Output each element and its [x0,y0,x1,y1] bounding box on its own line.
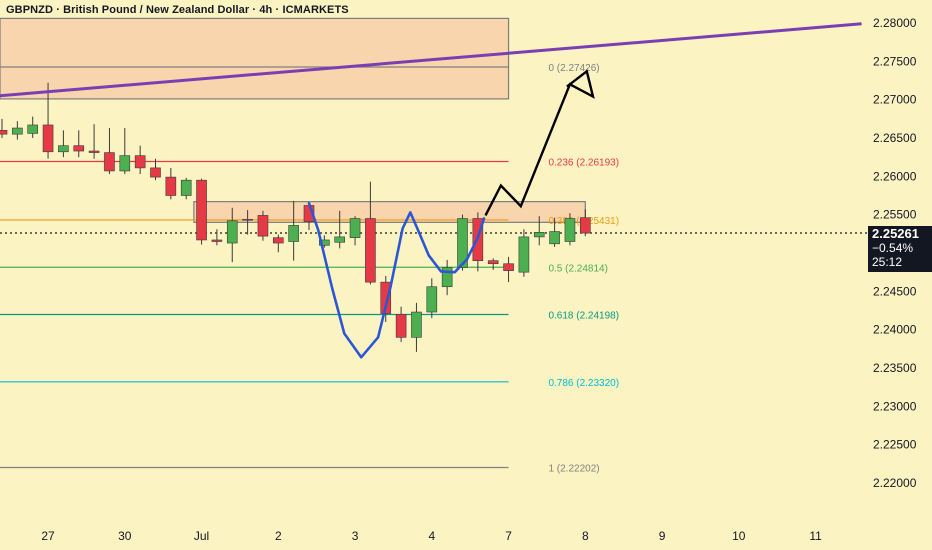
x-axis-tick-label: 4 [428,529,435,543]
price-change-percent: −0.54% [872,241,914,255]
candle-down[interactable] [42,124,54,153]
candle-down[interactable] [503,263,514,271]
candle-up[interactable] [349,218,361,238]
x-axis-tick-label: 10 [732,529,746,543]
candle-up[interactable] [549,231,560,245]
candle-up[interactable] [426,286,438,313]
y-axis-tick-label: 2.26500 [873,131,917,145]
candle-down[interactable] [211,239,223,242]
fib-label-0.618: 0.618 (2.24198) [548,310,619,321]
fib-label-0.786: 0.786 (2.23320) [548,378,619,389]
candle-up[interactable] [180,179,192,196]
candle-up[interactable] [457,218,468,268]
candle-up[interactable] [564,218,576,242]
candle-down[interactable] [579,217,591,234]
x-axis-tick-label: 3 [352,529,359,543]
current-price-value: 2.25261 [872,226,919,241]
fib-label-0.5: 0.5 (2.24814) [548,263,608,274]
candle-up[interactable] [12,127,23,135]
x-axis-tick-label: Jul [194,529,209,543]
candle-up[interactable] [533,232,545,238]
candle-down[interactable] [73,145,85,152]
candle-up[interactable] [334,236,346,243]
bar-countdown: 25:12 [872,255,903,269]
cup-and-handle-curve[interactable] [307,201,486,359]
y-axis-tick-label: 2.23000 [873,399,917,413]
chart-title: GBPNZD · British Pound / New Zealand Dol… [6,4,349,16]
candle-down[interactable] [257,215,269,237]
x-axis-tick-label: 11 [809,529,822,543]
x-axis-tick-label: 27 [41,529,55,543]
current-price-label: 2.25261 −0.54% 25:12 [868,226,932,272]
candle-down[interactable] [365,218,376,283]
candle-up[interactable] [226,220,238,244]
y-axis-tick-label: 2.26000 [873,169,917,183]
candle-down[interactable] [165,176,177,196]
fib-label-0.236: 0.236 (2.26193) [548,158,619,169]
fib-label-1: 1 (2.22202) [548,464,599,475]
candle-down[interactable] [395,314,407,338]
candle-up[interactable] [411,311,422,338]
y-axis-tick-label: 2.24500 [873,284,917,298]
upper-supply-zone[interactable] [0,17,510,100]
y-axis-tick-label: 2.23500 [873,361,917,375]
candle-down[interactable] [150,167,161,178]
x-axis-tick-label: 9 [659,529,666,543]
candle-down[interactable] [242,218,253,221]
y-axis-tick-label: 2.24000 [873,323,917,337]
y-axis-tick-label: 2.25500 [873,208,917,222]
candle-up[interactable] [441,267,453,288]
y-axis-tick-label: 2.27500 [873,54,917,68]
candle-down[interactable] [487,260,499,265]
candle-up[interactable] [288,225,299,242]
y-axis-tick-label: 2.27000 [873,93,917,107]
x-axis-tick-label: 2 [275,529,282,543]
candle-down[interactable] [134,155,146,169]
x-axis-tick-label: 8 [582,529,589,543]
candle-up[interactable] [27,124,39,134]
candle-up[interactable] [58,145,69,153]
candle-down[interactable] [272,237,284,244]
y-axis-tick-label: 2.22500 [873,438,917,452]
candle-up[interactable] [518,236,530,273]
candle-up[interactable] [319,239,330,246]
projection-arrow[interactable] [484,69,595,216]
candle-down[interactable] [88,150,100,153]
candle-down[interactable] [104,152,115,172]
fib-label-0: 0 (2.27426) [548,63,599,74]
candle-down[interactable] [380,281,392,314]
y-axis-tick-label: 2.28000 [873,16,917,30]
rising-trendline[interactable] [0,22,862,100]
candle-up[interactable] [119,155,131,172]
y-axis-tick-label: 2.22000 [873,476,917,490]
x-axis-tick-label: 7 [505,529,512,543]
candle-down[interactable] [196,179,207,241]
candle-down[interactable] [0,130,8,135]
x-axis-tick-label: 30 [118,529,132,543]
